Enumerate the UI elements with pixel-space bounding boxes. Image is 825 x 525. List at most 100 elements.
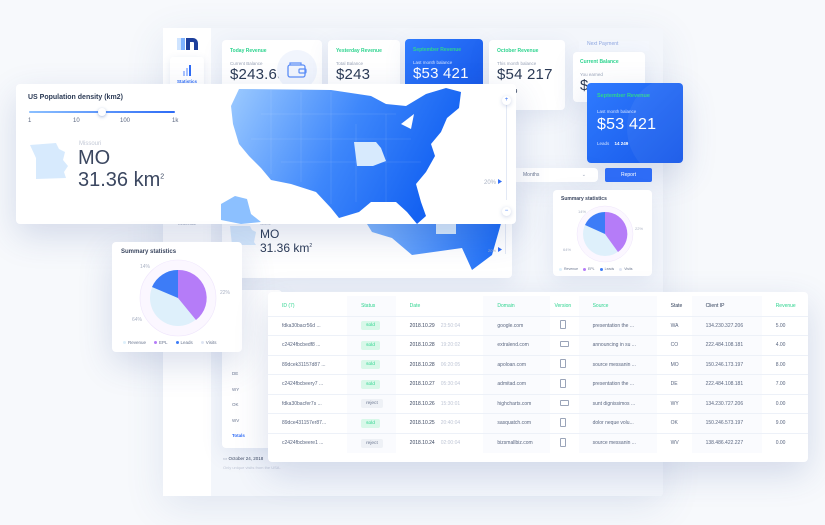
cell-status: sold (347, 315, 396, 336)
pie-chart-large (139, 259, 217, 337)
legend-revenue[interactable]: Revenue (123, 340, 146, 345)
cell-client-ip: 134.230.727.206 (691, 393, 762, 414)
legend-visits[interactable]: Visits (200, 340, 216, 345)
cell-domain: admitad.com (483, 374, 551, 394)
table-row[interactable]: fdka30bacr56d ... sold 2018.10.29 23:50:0… (268, 315, 808, 336)
cell-state: OK (656, 413, 692, 433)
cell-source: dolor neque volu... (578, 413, 657, 433)
cell-status: sold (347, 413, 396, 433)
summary-statistics-popup: Summary statistics 14% 22% 64% Revenue E… (112, 242, 242, 352)
cell-version (550, 315, 579, 336)
table-row[interactable]: c2424fbcbeery7 ... sold 2018.10.27 05:30:… (268, 374, 808, 394)
period-select[interactable]: Months ⌄ (511, 168, 598, 182)
status-badge: sold (361, 360, 380, 370)
cell-version (550, 432, 579, 453)
status-badge: sold (361, 379, 380, 389)
col-version[interactable]: Version (554, 302, 572, 309)
status-badge: sold (361, 321, 380, 331)
table-row[interactable]: c2424fbcbeere1 ... reject 2018.10.24 02:0… (268, 432, 808, 453)
col-source[interactable]: Source (578, 296, 657, 316)
cell-domain: highcharts.com (483, 393, 551, 414)
col-id[interactable]: ID (7) (282, 302, 295, 309)
col-client-ip[interactable]: Client IP (691, 296, 762, 316)
col-date[interactable]: Date (409, 302, 421, 309)
cell-id: c2424fbcbedf8 ... (268, 335, 348, 355)
legend-leads[interactable]: Leads (175, 340, 193, 345)
cell-version (550, 335, 579, 355)
footer-note: Only unique visits from the USA. (223, 465, 281, 470)
pie-chart (576, 205, 634, 263)
cell-id: c2424fbcbeery7 ... (268, 374, 348, 394)
status-badge: sold (361, 418, 380, 428)
col-revenue[interactable]: Revenue (775, 302, 796, 309)
cell-domain: extralend.com (483, 335, 551, 355)
missouri-shape (30, 143, 68, 179)
col-state[interactable]: State (670, 302, 683, 309)
us-map[interactable] (221, 84, 491, 224)
col-status[interactable]: Status (347, 296, 396, 316)
mobile-icon (560, 417, 567, 427)
leads-table: ID (7) Status Date Domain Version Source… (268, 296, 808, 453)
cell-state: CO (656, 335, 692, 355)
col-domain[interactable]: Domain (483, 296, 551, 316)
zoom-in-button[interactable]: + (502, 96, 511, 105)
cell-domain: sasquatch.com (483, 413, 551, 433)
october-revenue-card: October Revenue This month balance $54 2… (489, 40, 565, 110)
cell-source: presentation the ... (578, 315, 657, 336)
cell-id: fdka30bacr56d ... (268, 315, 348, 336)
zoom-track-small[interactable] (505, 194, 506, 254)
status-badge: sold (361, 340, 380, 350)
legend-epl[interactable]: EPL (154, 340, 168, 345)
cell-status: sold (347, 354, 396, 375)
cell-revenue: 5.00 (761, 315, 808, 336)
cell-source: source messanin ... (578, 354, 657, 375)
cell-source: sunt dignissimos ... (578, 393, 657, 414)
sidebar-item-label: Statistics (176, 79, 197, 84)
app-logo (177, 38, 198, 50)
cell-source: source messanin ... (578, 432, 657, 453)
cell-client-ip: 150.246.573.197 (691, 413, 762, 433)
zoom-track[interactable] (506, 100, 507, 200)
cell-status: reject (347, 432, 396, 453)
next-payment-label: Next Payment (579, 41, 649, 51)
slider-handle[interactable] (98, 108, 106, 116)
cell-client-ip: 138.486.422.227 (691, 432, 762, 453)
table-row[interactable]: 89dcek31157d87 ... sold 2018.10.28 06:20:… (268, 354, 808, 375)
cell-status: reject (347, 393, 396, 414)
cell-date: 2018.10.29 23:50:04 (395, 315, 484, 336)
cell-status: sold (347, 374, 396, 394)
table-row[interactable]: fdka30bacfer7s ... reject 2018.10.26 15:3… (268, 393, 808, 414)
desktop-icon (560, 341, 570, 348)
status-badge: reject (361, 399, 383, 409)
cell-id: 89dcek31157d87 ... (268, 354, 348, 375)
state-code: MO (78, 147, 111, 169)
chevron-down-icon: ⌄ (581, 172, 586, 178)
cell-id: c2424fbcbeere1 ... (268, 432, 348, 453)
cell-source: announcing in su ... (578, 335, 657, 355)
table-row[interactable]: 89dce431157er87... sold 2018.10.25 20:40:… (268, 413, 808, 433)
cell-version (550, 413, 579, 433)
cell-state: DE (656, 374, 692, 394)
cell-client-ip: 134.230.327.206 (691, 315, 762, 336)
mobile-icon (560, 359, 567, 369)
report-button[interactable]: Report (605, 168, 652, 182)
bar-chart-icon (170, 64, 204, 76)
cell-domain: bizsmallbiz.com (483, 432, 551, 453)
cell-state: MO (656, 354, 692, 375)
table-row[interactable]: c2424fbcbedf8 ... sold 2018.10.28 19:20:0… (268, 335, 808, 355)
us-population-map-card: US Population density (km2) 1 10 100 1k … (16, 84, 516, 224)
cell-date: 2018.10.28 19:20:02 (395, 335, 484, 355)
mobile-icon (560, 437, 567, 447)
cell-revenue: 4.00 (761, 335, 808, 355)
calendar-icon: ▭ (223, 456, 229, 461)
september-revenue-popup: September Revenue Last month balance $53… (587, 83, 683, 163)
pie-legend: Revenue EPL Leads Visits (123, 340, 216, 345)
zoom-out-button[interactable]: − (502, 207, 511, 216)
cell-date: 2018.10.28 06:20:05 (395, 354, 484, 375)
wallet-icon-bg (277, 50, 317, 90)
cell-source: presentation the ... (578, 374, 657, 394)
cell-client-ip: 222.484.108.181 (691, 374, 762, 394)
cell-version (550, 393, 579, 414)
leads-table-card: ID (7) Status Date Domain Version Source… (268, 292, 808, 462)
cell-date: 2018.10.24 02:00:04 (395, 432, 484, 453)
